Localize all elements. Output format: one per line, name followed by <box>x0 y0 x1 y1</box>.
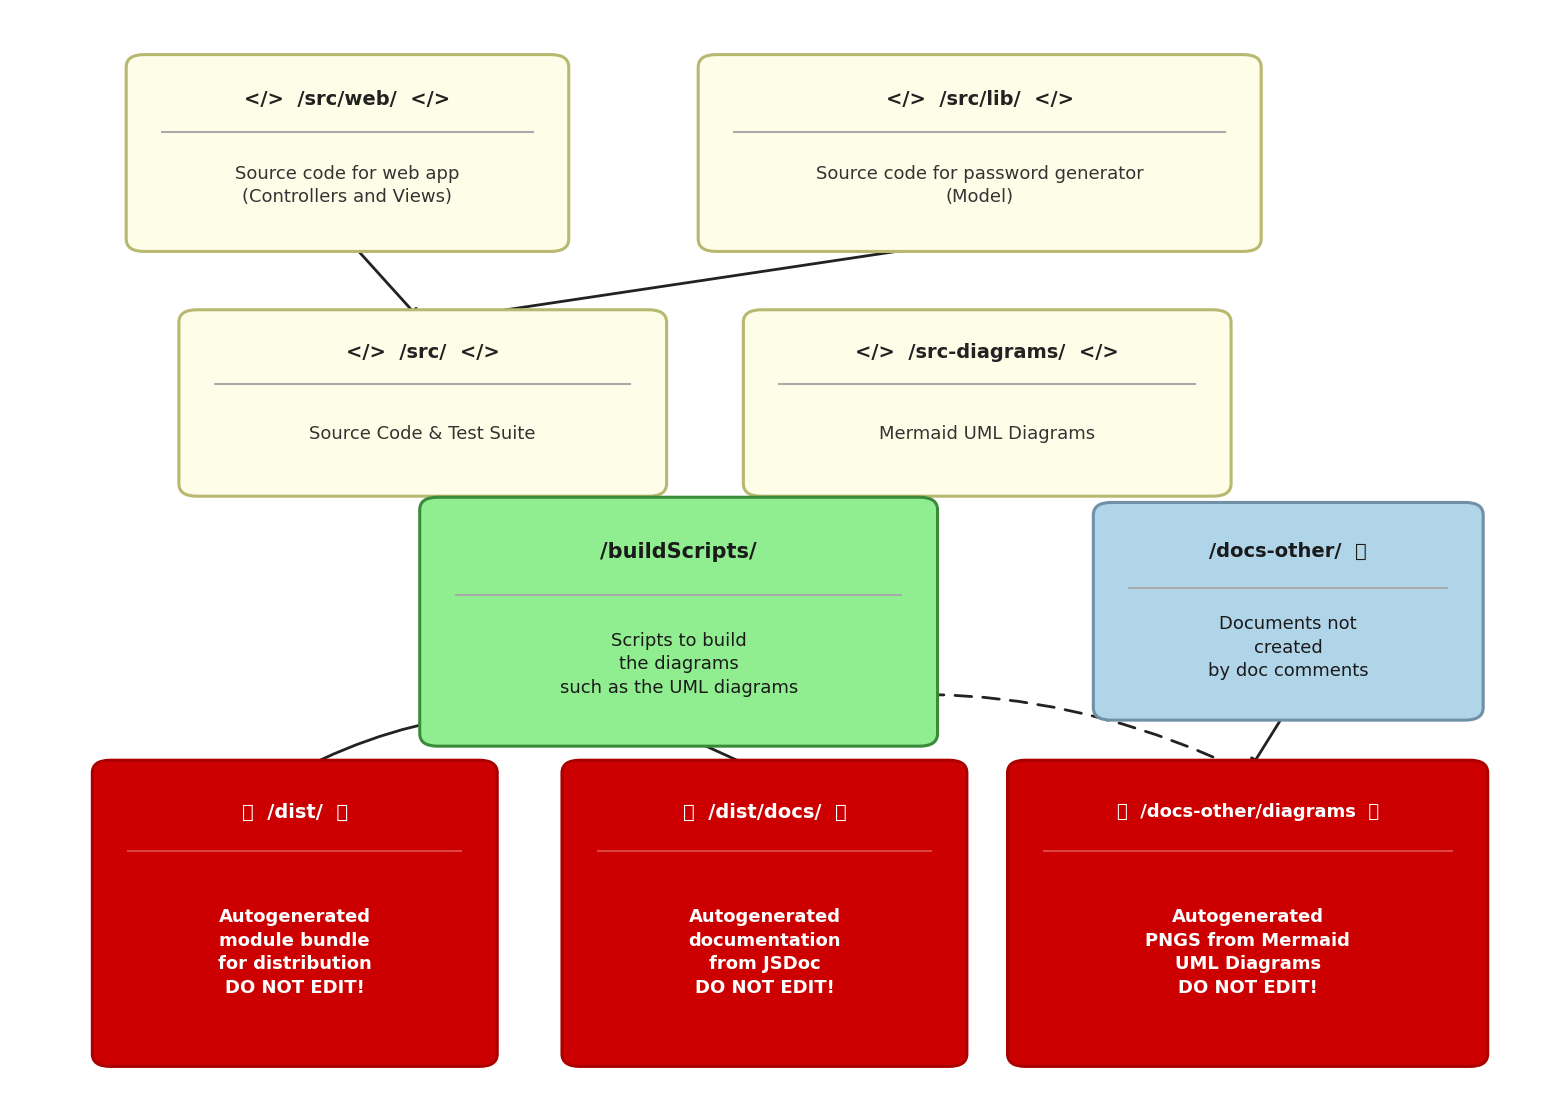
Text: </>  /src/  </>: </> /src/ </> <box>347 343 500 362</box>
Text: Autogenerated
documentation
from JSDoc
DO NOT EDIT!: Autogenerated documentation from JSDoc D… <box>688 909 840 997</box>
Text: Source Code & Test Suite: Source Code & Test Suite <box>309 424 536 443</box>
FancyBboxPatch shape <box>698 54 1261 252</box>
Text: /docs-other/  👤: /docs-other/ 👤 <box>1209 542 1367 561</box>
Text: 🔥  /docs-other/diagrams  🔥: 🔥 /docs-other/diagrams 🔥 <box>1116 803 1378 821</box>
FancyBboxPatch shape <box>1093 502 1483 720</box>
Text: 🔥  /dist/  🔥: 🔥 /dist/ 🔥 <box>241 802 348 822</box>
Text: </>  /src/web/  </>: </> /src/web/ </> <box>245 90 450 110</box>
Text: /buildScripts/: /buildScripts/ <box>601 542 757 562</box>
FancyBboxPatch shape <box>125 54 569 252</box>
Text: Source code for password generator
(Model): Source code for password generator (Mode… <box>815 165 1143 206</box>
FancyBboxPatch shape <box>743 310 1231 496</box>
Text: </>  /src/lib/  </>: </> /src/lib/ </> <box>886 90 1074 110</box>
Text: Autogenerated
PNGS from Mermaid
UML Diagrams
DO NOT EDIT!: Autogenerated PNGS from Mermaid UML Diag… <box>1145 909 1350 997</box>
Text: </>  /src-diagrams/  </>: </> /src-diagrams/ </> <box>855 343 1120 362</box>
Text: Mermaid UML Diagrams: Mermaid UML Diagrams <box>880 424 1096 443</box>
FancyBboxPatch shape <box>179 310 666 496</box>
FancyBboxPatch shape <box>93 760 497 1066</box>
Text: Scripts to build
the diagrams
such as the UML diagrams: Scripts to build the diagrams such as th… <box>560 632 798 697</box>
Text: Autogenerated
module bundle
for distribution
DO NOT EDIT!: Autogenerated module bundle for distribu… <box>218 909 372 997</box>
Text: Source code for web app
(Controllers and Views): Source code for web app (Controllers and… <box>235 165 459 206</box>
FancyBboxPatch shape <box>561 760 967 1066</box>
Text: Documents not
created
by doc comments: Documents not created by doc comments <box>1207 615 1369 680</box>
FancyBboxPatch shape <box>420 497 938 746</box>
Text: 🔥  /dist/docs/  🔥: 🔥 /dist/docs/ 🔥 <box>682 802 847 822</box>
FancyBboxPatch shape <box>1008 760 1488 1066</box>
